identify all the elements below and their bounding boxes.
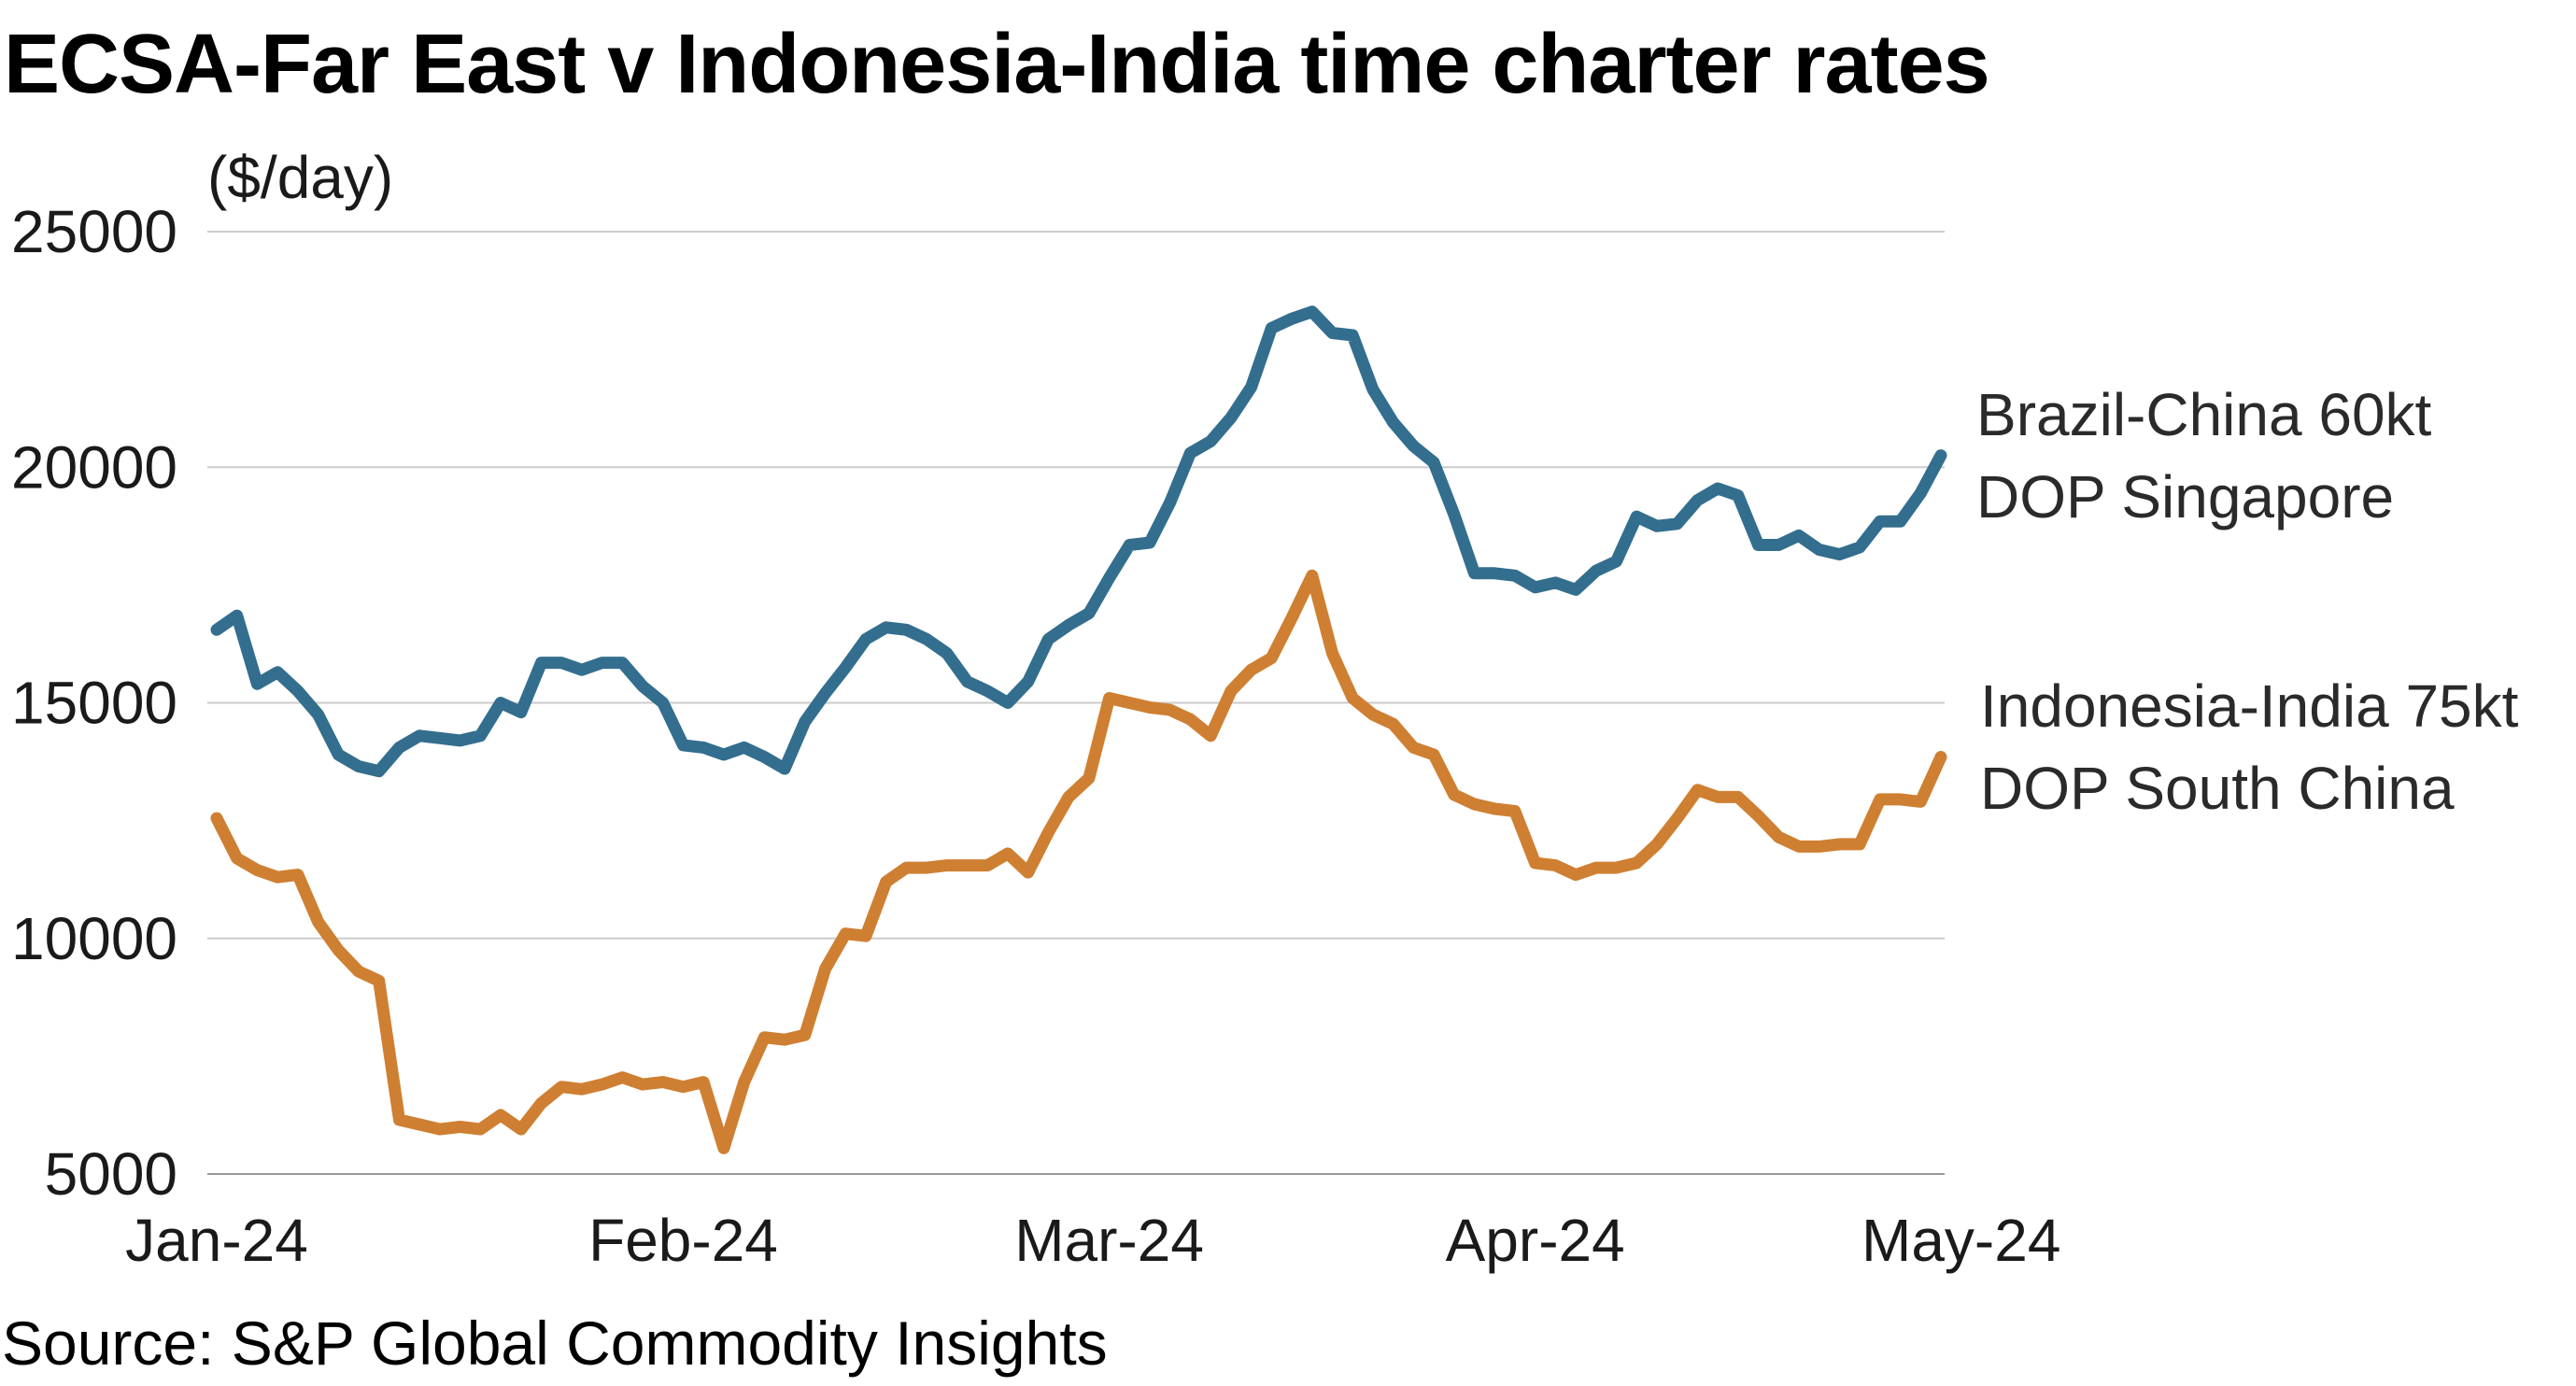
x-axis: Jan-24 Feb-24 Mar-24 Apr-24 May-24 bbox=[125, 1207, 2060, 1274]
series-line-1 bbox=[210, 305, 1947, 778]
y-tick-label: 25000 bbox=[11, 198, 177, 265]
series-line-2 bbox=[210, 569, 1947, 1154]
x-tick-label: Feb-24 bbox=[588, 1207, 778, 1274]
y-axis: 5000 10000 15000 20000 25000 bbox=[11, 198, 177, 1208]
x-tick-label: Apr-24 bbox=[1446, 1207, 1625, 1274]
x-tick-label: Mar-24 bbox=[1014, 1207, 1204, 1274]
gridlines bbox=[207, 231, 1945, 1175]
y-axis-unit-label: ($/day) bbox=[207, 144, 393, 211]
y-tick-label: 20000 bbox=[11, 433, 177, 501]
x-tick-label: Jan-24 bbox=[125, 1207, 308, 1274]
series-label-2: DOP South China bbox=[1980, 755, 2455, 822]
y-tick-label: 5000 bbox=[45, 1140, 177, 1208]
series-labels: Brazil-China 60kt DOP Singapore Indonesia-… bbox=[1976, 381, 2519, 822]
series-label-1: Brazil-China 60kt bbox=[1976, 381, 2432, 448]
chart-title: ECSA-Far East v Indonesia-India time cha… bbox=[4, 18, 1990, 111]
series-label-1: DOP Singapore bbox=[1976, 463, 2394, 530]
series-label-2: Indonesia-India 75kt bbox=[1980, 672, 2519, 740]
x-tick-label: May-24 bbox=[1861, 1207, 2060, 1274]
source-note: Source: S&P Global Commodity Insights bbox=[2, 1308, 1108, 1378]
y-tick-label: 10000 bbox=[11, 905, 177, 972]
y-tick-label: 15000 bbox=[11, 670, 177, 737]
series-lines bbox=[210, 305, 1947, 1154]
